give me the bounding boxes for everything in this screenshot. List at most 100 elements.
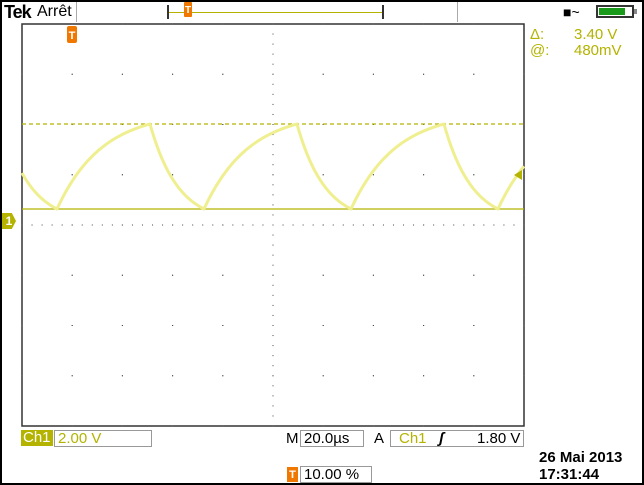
grid-dot [272, 395, 274, 397]
grid-dot [272, 325, 274, 326]
header-divider [457, 2, 458, 22]
grid-dot [212, 224, 214, 226]
at-value: 480mV [574, 42, 622, 59]
grid-dot [272, 174, 274, 176]
grid-dot [523, 274, 525, 276]
grid-dot [81, 224, 83, 226]
time: 17:31:44 [539, 466, 600, 483]
grid-dot [172, 174, 174, 176]
grid-dot [272, 83, 274, 85]
grid-dot [21, 224, 23, 226]
grid-dot [272, 164, 274, 166]
ac-plug-icon: ■~ [563, 4, 580, 20]
grid-dot [222, 325, 224, 326]
grid-dot [282, 224, 284, 226]
grid-dot [272, 345, 274, 347]
grid-dot [131, 224, 133, 226]
channel-1-waveform [20, 122, 526, 211]
grid-dot [71, 23, 73, 25]
grid-dot [51, 224, 53, 226]
grid-dot [182, 224, 184, 226]
grid-dot [272, 23, 274, 25]
grid-dot [21, 325, 23, 326]
header-divider [76, 2, 77, 22]
grid-dot [443, 224, 445, 226]
grid-dot [523, 224, 525, 226]
grid-dot [423, 425, 425, 427]
trigger-position-marker[interactable]: T [184, 2, 192, 17]
grid-dot [141, 224, 143, 226]
rising-edge-icon: ʃ [439, 430, 444, 447]
timebase-value[interactable]: 20.0µs [300, 430, 364, 447]
grid-dot [272, 204, 274, 206]
grid-dot [403, 224, 405, 226]
grid-dot [121, 325, 123, 326]
grid-dot [222, 23, 224, 25]
grid-dot [523, 124, 525, 125]
grid-dot [172, 375, 174, 377]
grid-dot [21, 274, 23, 276]
grid-dot [272, 154, 274, 156]
grid-dot [272, 93, 274, 95]
grid-dot [71, 224, 73, 226]
grid-dot [222, 375, 224, 377]
trigger-settings[interactable]: Ch1 ʃ 1.80 V [390, 430, 524, 447]
grid-dot [312, 224, 314, 226]
grid-dot [262, 224, 264, 226]
brand-logo: Tek [4, 2, 32, 22]
grid-dot [272, 63, 274, 65]
channel-1-label[interactable]: Ch1 [21, 429, 53, 446]
grid-dot [423, 73, 425, 75]
grid-dot [41, 224, 43, 226]
grid-dot [433, 224, 435, 226]
grid-dot [272, 43, 274, 45]
date: 26 Mai 2013 [539, 449, 623, 466]
grid-dot [272, 355, 274, 357]
channel-1-scale[interactable]: 2.00 V [54, 430, 152, 447]
trigger-position-value[interactable]: 10.00 % [300, 466, 372, 483]
grid-dot [91, 224, 93, 226]
channel-1-ground-marker[interactable]: 1 [2, 213, 16, 229]
grid-dot [111, 224, 113, 226]
grid-dot [272, 254, 274, 256]
grid-dot [272, 144, 274, 146]
grid-dot [272, 425, 274, 427]
grid-dot [71, 325, 73, 326]
grid-dot [362, 224, 364, 226]
grid-dot [372, 375, 374, 377]
grid-dot [272, 134, 274, 136]
grid-dot [172, 274, 174, 276]
grid-dot [71, 73, 73, 75]
at-label: @: [530, 42, 550, 59]
grid-dot [172, 224, 174, 226]
trigger-position-icon: T [287, 467, 298, 482]
grid-dot [272, 53, 274, 55]
grid-dot [473, 274, 475, 276]
grid-dot [392, 224, 394, 226]
grid-dot [322, 375, 324, 377]
grid-dot [423, 325, 425, 326]
grid-dot [322, 425, 324, 427]
record-view-bar: T [167, 2, 384, 19]
timebase-prefix: M [286, 430, 299, 447]
grid-dot [473, 425, 475, 427]
trigger-marker[interactable]: T [67, 26, 77, 43]
grid-dot [222, 274, 224, 276]
grid-dot [423, 23, 425, 25]
grid-dot [272, 234, 274, 236]
grid-dot [272, 415, 274, 417]
grid-dot [272, 124, 274, 125]
grid-dot [332, 224, 334, 226]
grid-dot [252, 224, 254, 226]
grid-dot [172, 73, 174, 75]
grid-dot [372, 23, 374, 25]
grid-dot [473, 73, 475, 75]
grid-dot [523, 174, 525, 176]
grid-dot [473, 375, 475, 377]
grid-dot [21, 73, 23, 75]
grid-dot [272, 103, 274, 105]
grid-dot [202, 224, 204, 226]
grid-dot [423, 224, 425, 226]
grid-dot [372, 325, 374, 326]
